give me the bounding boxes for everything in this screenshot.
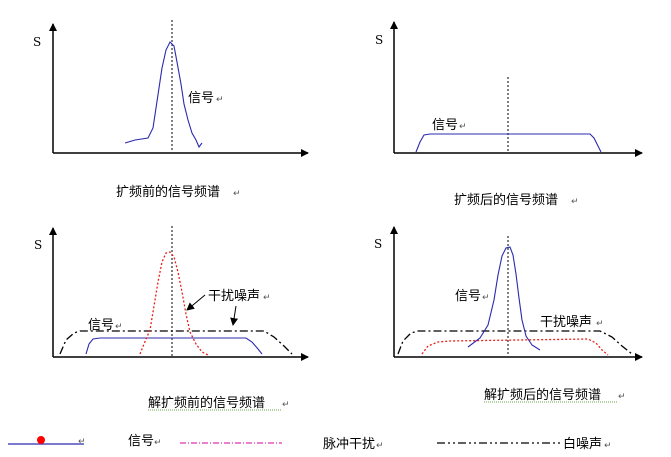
legend: ↵ 信号 ↵ 脉冲干扰 ↵ 白噪声 ↵: [8, 434, 612, 452]
paragraph-mark: ↵: [233, 189, 241, 199]
paragraph-mark: ↵: [263, 293, 271, 303]
panel-after-spreading: S 信号 ↵ 扩频后的信号频谱 ↵: [375, 21, 643, 208]
legend-signal-dot: [37, 436, 45, 444]
noise-label: 干扰噪声: [540, 315, 592, 330]
legend-white-noise-label: 白噪声: [563, 436, 602, 452]
paragraph-mark: ↵: [282, 400, 290, 410]
paragraph-mark: ↵: [604, 441, 612, 451]
signal-label: 信号: [455, 289, 481, 304]
caption: 扩频前的信号频谱: [116, 184, 220, 200]
paragraph-mark: ↵: [154, 438, 162, 448]
panel-before-spreading: S 信号 ↵ 扩频前的信号频谱 ↵: [33, 20, 309, 200]
signal-curve: [467, 246, 541, 351]
paragraph-mark: ↵: [216, 95, 224, 105]
signal-curve: [415, 133, 602, 153]
signal-label: 信号: [188, 91, 214, 106]
signal-curve: [124, 41, 203, 149]
axis-label-s: S: [33, 35, 41, 49]
pulse-interference-curve: [139, 251, 209, 356]
leader-arrow: [230, 305, 239, 326]
axis-label-s: S: [374, 237, 382, 251]
noise-label: 干扰噪声: [208, 289, 260, 304]
paragraph-mark: ↵: [78, 437, 86, 447]
leader-arrow: [186, 294, 206, 311]
paragraph-mark: ↵: [115, 322, 123, 332]
legend-signal-label: 信号: [128, 434, 154, 449]
paragraph-mark: ↵: [571, 197, 579, 207]
paragraph-mark: ↵: [596, 319, 604, 329]
axis-label-s: S: [34, 238, 42, 252]
signal-label: 信号: [88, 318, 114, 333]
white-noise-curve: [59, 330, 293, 355]
paragraph-mark: ↵: [618, 392, 626, 402]
signal-label: 信号: [432, 118, 458, 133]
caption: 解扩频前的信号频谱: [148, 395, 265, 411]
signal-curve: [85, 337, 263, 355]
legend-pulse-label: 脉冲干扰: [323, 437, 375, 452]
caption: 解扩频后的信号频谱: [484, 387, 601, 403]
panel-before-despreading: S 信号 ↵ 干扰噪声 ↵ 解扩频前的信号频谱 ↵: [34, 226, 309, 411]
white-noise-curve: [397, 330, 633, 355]
paragraph-mark: ↵: [376, 441, 384, 451]
panel-after-despreading: S 信号 ↵ 干扰噪声 ↵ 解扩频后的信号频谱 ↵: [374, 226, 643, 403]
pulse-interference-curve: [421, 338, 609, 356]
paragraph-mark: ↵: [459, 122, 467, 132]
caption: 扩频后的信号频谱: [454, 192, 558, 208]
paragraph-mark: ↵: [482, 293, 490, 303]
axis-label-s: S: [375, 33, 383, 47]
